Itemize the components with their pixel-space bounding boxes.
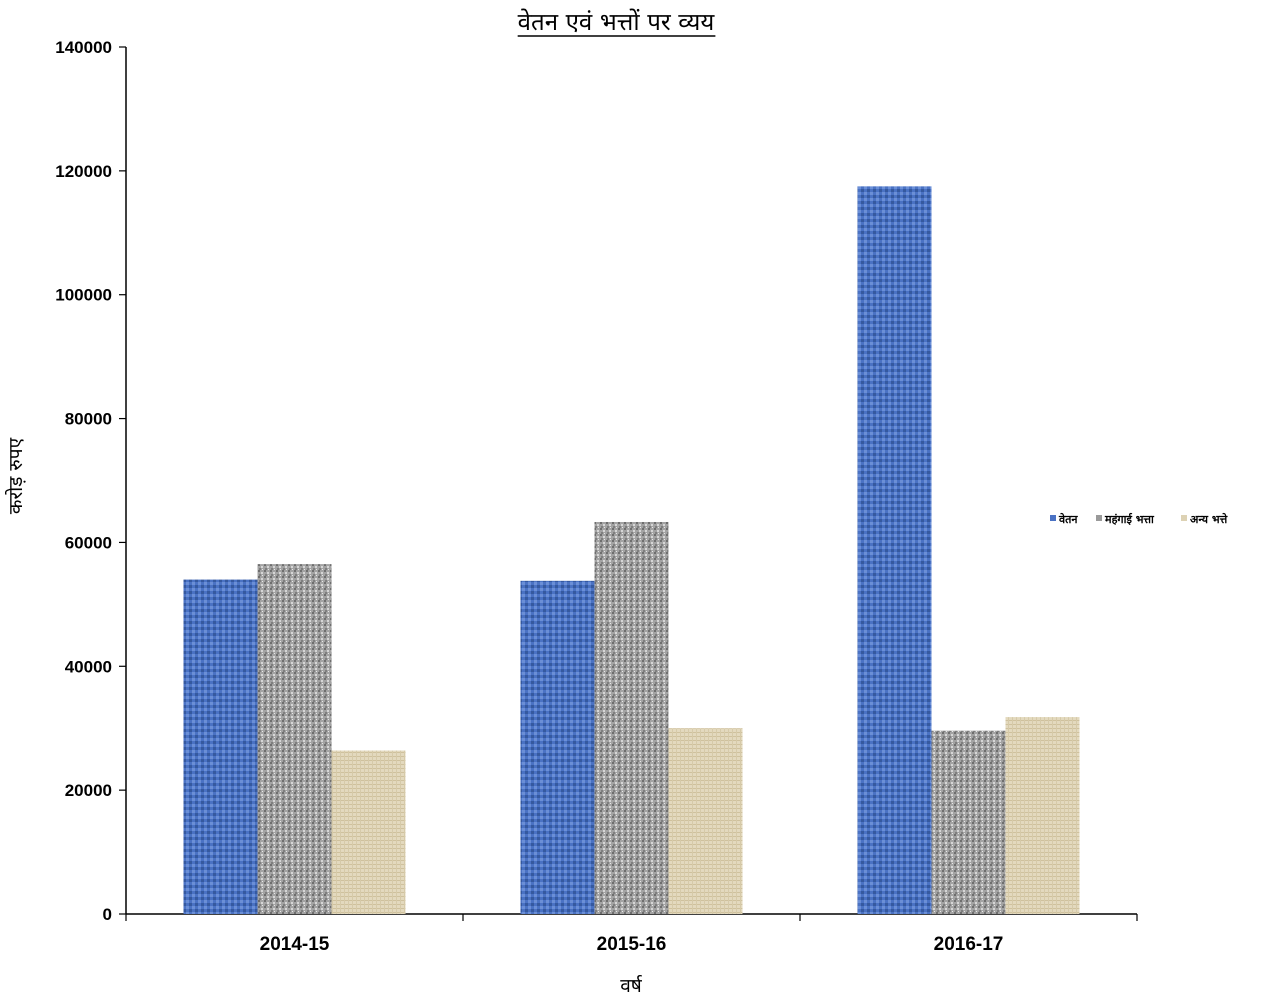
chart-title: वेतन एवं भत्तों पर व्यय — [518, 8, 716, 36]
y-tick-label: 40000 — [65, 657, 112, 676]
bar-2016-17-series-1 — [931, 730, 1006, 914]
legend-label: अन्य भत्ते — [1190, 512, 1228, 526]
y-tick-label: 120000 — [55, 162, 112, 181]
x-axis-title: वर्ष — [620, 974, 643, 997]
y-tick-label: 100000 — [55, 286, 112, 305]
y-tick-label: 0 — [103, 905, 112, 924]
y-tick-label: 20000 — [65, 781, 112, 800]
bar-2016-17-series-2 — [1005, 717, 1080, 914]
bar-2014-15-series-2 — [331, 750, 406, 914]
bar-2014-15-series-1 — [257, 564, 332, 914]
x-tick-label: 2016-17 — [934, 934, 1004, 955]
y-tick-label: 60000 — [65, 533, 112, 552]
bar-2015-16-series-0 — [520, 580, 595, 914]
legend-label: महंगाई भत्ता — [1104, 512, 1155, 526]
y-tick-label: 140000 — [55, 38, 112, 57]
legend-swatch — [1181, 515, 1187, 521]
x-tick-label: 2015-16 — [597, 934, 667, 955]
legend-label: वेतन — [1058, 512, 1078, 526]
bar-2015-16-series-2 — [668, 728, 743, 914]
legend-swatch — [1050, 515, 1056, 521]
y-axis-title: करोड़ रुपए — [4, 437, 27, 514]
bar-2015-16-series-1 — [594, 521, 669, 914]
legend-swatch — [1096, 515, 1102, 521]
x-tick-label: 2014-15 — [260, 934, 330, 955]
bar-2014-15-series-0 — [183, 579, 258, 914]
y-tick-label: 80000 — [65, 410, 112, 429]
bar-2016-17-series-0 — [857, 186, 932, 914]
legend: वेतन महंगाई भत्ता अन्य भत्ते — [1050, 512, 1228, 526]
